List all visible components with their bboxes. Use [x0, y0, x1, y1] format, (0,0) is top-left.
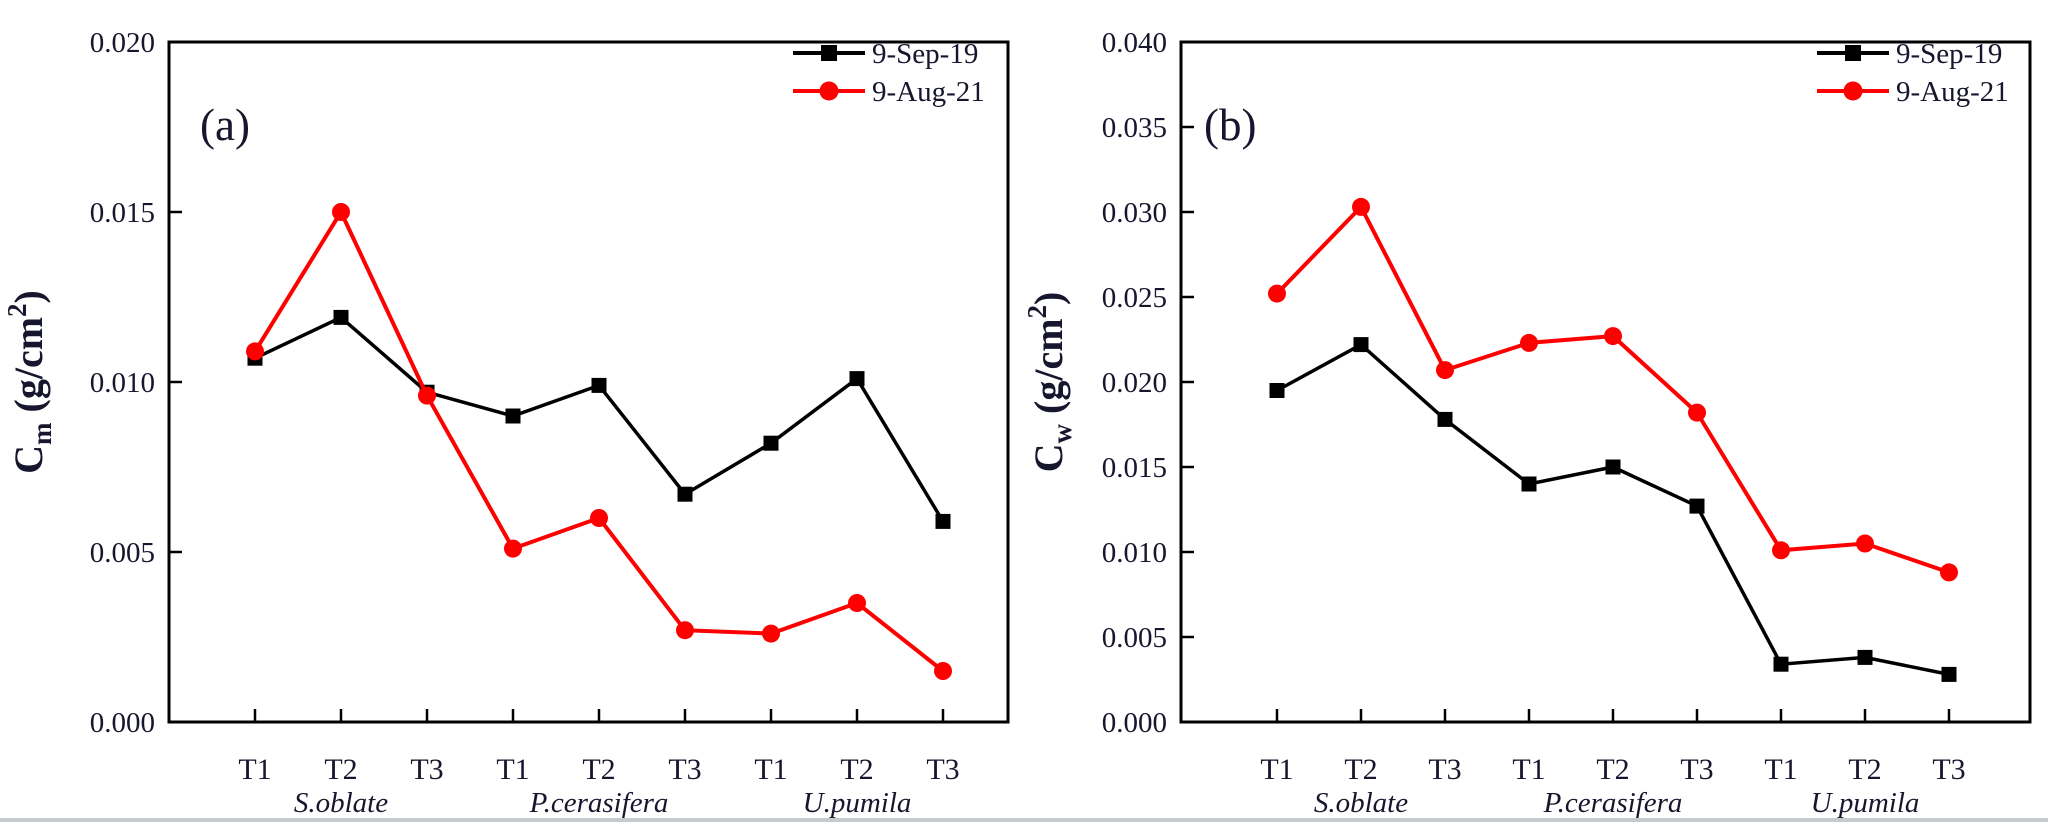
bottom-divider-line	[0, 818, 2048, 822]
species-group-label: S.oblate	[1314, 787, 1408, 819]
x-axis-tick-label: T2	[1848, 753, 1881, 786]
x-axis-tick-label: T3	[1932, 753, 1965, 786]
data-point-marker-circle	[1940, 563, 1958, 582]
data-point-marker-circle	[1772, 541, 1790, 560]
data-point-marker-circle	[676, 621, 694, 640]
data-point-marker-square	[935, 513, 951, 529]
legend-label: 9-Aug-21	[872, 76, 985, 108]
data-point-marker-square	[1773, 656, 1789, 672]
y-axis-tick-label: 0.020	[1102, 367, 1167, 399]
x-axis-tick-label: T1	[754, 753, 787, 786]
y-axis-tick-label: 0.005	[90, 537, 155, 569]
y-axis-tick-label: 0.015	[90, 197, 155, 229]
data-point-marker-circle	[1604, 327, 1622, 346]
data-point-marker-square	[333, 309, 349, 325]
chart-b: 0.000 0.005 0.010 0.015 0.020 0.025 0.030 0.035…	[1022, 27, 2032, 819]
series-line-9-Aug-21	[253, 207, 945, 673]
y-axis-tick-label: 0.010	[90, 367, 155, 399]
x-axis-tick-label: T2	[840, 753, 873, 786]
x-axis-tick-label: T2	[1596, 753, 1629, 786]
data-point-marker-square	[1437, 411, 1453, 427]
data-point-marker-square	[1605, 459, 1621, 475]
x-axis-tick-label: T3	[410, 753, 443, 786]
x-axis-tick-label: T3	[1680, 753, 1713, 786]
legend-marker-circle	[1843, 81, 1863, 101]
y-axis-tick-label: 0.015	[1102, 452, 1167, 484]
x-axis-tick-label: T3	[926, 753, 959, 786]
data-point-marker-circle	[1688, 403, 1706, 422]
data-point-marker-circle	[762, 624, 780, 643]
y-axis-tick-label: 0.040	[1102, 27, 1167, 59]
panel-label: (a)	[200, 100, 250, 150]
plot-border	[1179, 40, 2032, 724]
series-line-9-Sep-19	[254, 315, 945, 523]
data-point-marker-circle	[332, 203, 350, 221]
x-axis-tick-label: T1	[1260, 753, 1293, 786]
x-axis-tick-label: T1	[1764, 753, 1797, 786]
species-group-label: U.pumila	[1811, 787, 1920, 819]
data-point-marker-circle	[934, 662, 952, 680]
chart-a: 0.000 0.005 0.010 0.015 0.020 T1 T2 T3 T1 T2 T3 T1 T…	[2, 27, 1010, 819]
y-axis-tick-label: 0.035	[1102, 112, 1167, 144]
data-point-marker-circle	[418, 386, 436, 405]
data-point-marker-circle	[1520, 333, 1538, 352]
x-axis-tick-label: T3	[1428, 753, 1461, 786]
x-axis-tick-label: T2	[582, 753, 615, 786]
species-group-label: P.cerasifera	[529, 787, 669, 819]
y-axis-tick-label: 0.025	[1102, 282, 1167, 314]
x-axis-tick-label: T1	[1512, 753, 1545, 786]
legend-label: 9-Sep-19	[1896, 38, 2002, 70]
data-point-marker-square	[1269, 383, 1285, 398]
y-axis-tick-label: 0.005	[1102, 622, 1167, 654]
plot-border	[167, 40, 1010, 724]
data-point-marker-circle	[1856, 534, 1874, 553]
data-point-marker-square	[1521, 476, 1537, 492]
data-point-marker-square	[1857, 649, 1873, 665]
data-point-marker-square	[1353, 337, 1369, 353]
data-point-marker-circle	[1268, 284, 1286, 303]
y-axis-tick-label: 0.010	[1102, 537, 1167, 569]
x-axis-tick-label: T2	[324, 753, 357, 786]
legend-label: 9-Sep-19	[872, 38, 978, 70]
data-point-marker-square	[1689, 498, 1705, 514]
data-point-marker-square	[763, 435, 779, 451]
species-group-label: S.oblate	[294, 787, 388, 819]
species-group-label: P.cerasifera	[1543, 787, 1683, 819]
data-point-marker-circle	[590, 509, 608, 527]
data-point-marker-circle	[1436, 361, 1454, 380]
y-axis-title: Cw (g/cm2)	[1022, 292, 1077, 473]
x-axis-tick-label: T1	[238, 753, 271, 786]
x-axis-tick-label: T1	[496, 753, 529, 786]
series-line-9-Aug-21	[1275, 203, 1950, 575]
y-axis-title: Cm (g/cm2)	[2, 290, 57, 474]
y-axis-tick-label: 0.020	[90, 27, 155, 59]
legend-marker-square	[1845, 45, 1861, 61]
panel-label: (b)	[1204, 100, 1256, 150]
data-point-marker-square	[1941, 666, 1957, 682]
y-axis-tick-label: 0.030	[1102, 197, 1167, 229]
data-point-marker-circle	[848, 594, 866, 612]
data-point-marker-square	[505, 408, 521, 424]
legend-marker-square	[821, 45, 837, 61]
x-axis-tick-label: T2	[1344, 753, 1377, 786]
legend-label: 9-Aug-21	[1896, 76, 2009, 108]
species-group-label: U.pumila	[803, 787, 912, 819]
data-point-marker-square	[591, 377, 607, 393]
legend-marker-circle	[819, 81, 839, 101]
x-axis-tick-label: T3	[668, 753, 701, 786]
data-point-marker-square	[849, 371, 865, 387]
data-point-marker-circle	[246, 342, 264, 361]
series-line-9-Sep-19	[1276, 342, 1950, 677]
data-point-marker-circle	[504, 539, 522, 558]
data-point-marker-square	[677, 486, 693, 502]
y-axis-tick-label: 0.000	[90, 707, 155, 739]
data-point-marker-circle	[1352, 197, 1370, 216]
y-axis-tick-label: 0.000	[1102, 707, 1167, 739]
